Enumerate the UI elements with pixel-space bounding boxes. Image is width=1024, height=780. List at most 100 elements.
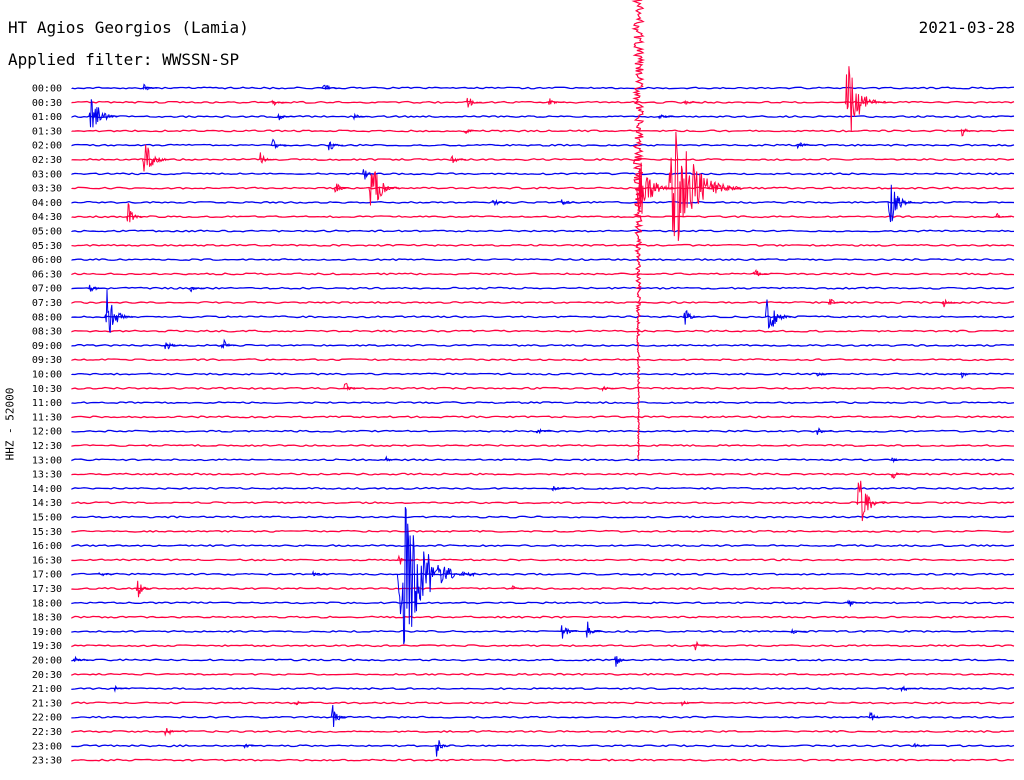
tick-label: 02:00	[32, 141, 62, 152]
tick-label: 07:00	[32, 284, 62, 295]
tick-label: 16:30	[32, 555, 62, 566]
event-waveform	[601, 385, 618, 392]
tick-label: 08:00	[32, 312, 62, 323]
event-waveform	[163, 341, 180, 350]
event-waveform	[667, 131, 742, 241]
trace-2230	[71, 730, 1015, 734]
event-waveform	[88, 99, 118, 128]
trace-0130	[71, 129, 1015, 133]
tick-label: 17:30	[32, 584, 62, 595]
tick-label: 19:30	[32, 641, 62, 652]
event-waveform	[890, 457, 908, 464]
station-title: HT Agios Georgios (Lamia)	[8, 18, 249, 37]
event-waveform	[827, 298, 845, 305]
tick-label: 23:00	[32, 741, 62, 752]
trace-0400	[71, 200, 1015, 204]
tick-label: 19:00	[32, 627, 62, 638]
event-waveform	[491, 199, 507, 207]
event-waveform	[994, 212, 1012, 219]
tick-label: 23:30	[32, 756, 62, 767]
event-waveform	[900, 685, 917, 693]
tick-label: 15:00	[32, 513, 62, 524]
event-waveform	[912, 742, 930, 748]
tick-label: 12:30	[32, 441, 62, 452]
date-label: 2021-03-28	[918, 18, 1015, 37]
trace-2200	[71, 715, 1015, 719]
event-waveform	[141, 144, 170, 172]
event-waveform	[189, 287, 205, 293]
trace-1930	[71, 644, 1015, 648]
tick-label: 11:30	[32, 412, 62, 423]
trace-1230	[71, 443, 1015, 447]
event-waveform	[550, 485, 568, 492]
event-waveform	[104, 289, 134, 333]
trace-2030	[71, 672, 1015, 676]
event-waveform	[547, 98, 565, 105]
event-waveform	[88, 284, 105, 292]
tick-label: 06:00	[32, 255, 62, 266]
event-waveform	[368, 171, 400, 206]
trace-1330	[71, 472, 1015, 476]
tick-label: 15:30	[32, 527, 62, 538]
event-waveform	[510, 584, 527, 590]
trace-0700	[71, 286, 1015, 290]
event-waveform	[384, 455, 400, 462]
event-waveforms	[72, 0, 1012, 757]
event-waveform	[560, 199, 578, 206]
trace-1830	[71, 615, 1015, 619]
tick-label: 05:30	[32, 241, 62, 252]
event-waveform	[692, 640, 710, 651]
event-waveform	[352, 112, 369, 121]
event-waveform	[657, 114, 675, 120]
trace-1100	[71, 401, 1015, 405]
event-waveform	[890, 472, 908, 479]
trace-1530	[71, 529, 1015, 533]
event-waveform	[815, 427, 832, 435]
tick-label: 14:00	[32, 484, 62, 495]
event-waveform	[126, 203, 143, 223]
event-waveform	[846, 599, 864, 607]
event-waveform	[960, 128, 977, 137]
event-waveform	[330, 704, 348, 728]
trace-0300	[71, 172, 1015, 176]
trace-0500	[71, 229, 1015, 233]
event-waveform	[311, 570, 328, 577]
trace-0230	[71, 158, 1015, 161]
trace-2300	[71, 744, 1015, 748]
tick-label: 13:00	[32, 455, 62, 466]
tick-label: 08:30	[32, 327, 62, 338]
trace-0600	[71, 258, 1015, 262]
tick-label: 22:30	[32, 727, 62, 738]
tick-label: 21:30	[32, 698, 62, 709]
event-waveform	[434, 740, 451, 757]
event-waveform	[613, 656, 631, 667]
trace-0430	[71, 215, 1015, 219]
trace-0100	[71, 115, 1015, 119]
tick-label: 06:30	[32, 269, 62, 280]
event-waveform	[887, 184, 916, 223]
tick-label: 22:00	[32, 713, 62, 724]
trace-0800	[71, 315, 1015, 319]
event-waveform	[680, 700, 697, 707]
event-waveform	[466, 97, 482, 108]
event-waveform	[868, 711, 886, 721]
tick-label: 14:30	[32, 498, 62, 509]
trace-1600	[71, 544, 1015, 548]
tick-label: 17:00	[32, 570, 62, 581]
event-waveform	[270, 99, 287, 106]
event-waveform	[327, 141, 344, 151]
tick-label: 10:30	[32, 384, 62, 395]
tick-label: 00:30	[32, 98, 62, 109]
event-waveform	[683, 309, 700, 325]
trace-1700	[71, 572, 1015, 576]
event-waveform	[163, 727, 180, 737]
event-waveform	[790, 627, 807, 635]
trace-1730	[71, 587, 1015, 590]
tick-label: 12:00	[32, 427, 62, 438]
event-waveform	[683, 99, 700, 105]
event-waveform	[333, 183, 350, 193]
tick-label: 03:30	[32, 184, 62, 195]
trace-1430	[71, 501, 1015, 505]
event-waveform	[113, 684, 131, 693]
